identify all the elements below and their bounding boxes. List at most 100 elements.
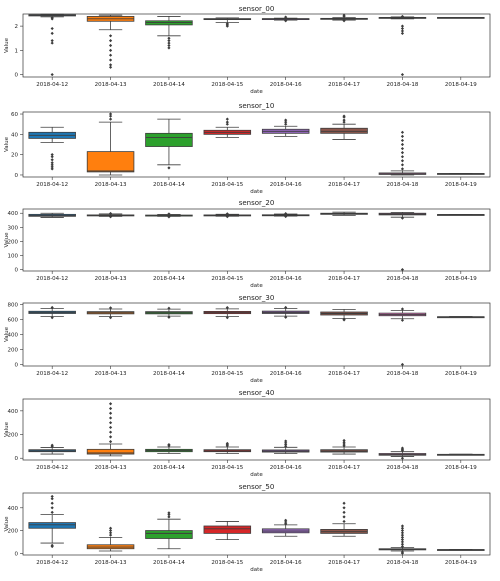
outlier-point (167, 46, 171, 50)
outlier-point (400, 24, 405, 28)
box-2018-04-12 (28, 126, 76, 171)
x-tick-label: 2018-04-13 (95, 276, 127, 282)
outlier-point (50, 506, 54, 510)
outlier-point (108, 65, 113, 69)
x-tick-label: 2018-04-19 (445, 276, 477, 282)
outlier-point (400, 130, 405, 134)
outlier-point (50, 17, 54, 21)
outlier-point (400, 362, 405, 367)
outlier-point (50, 41, 54, 45)
x-tick-label: 2018-04-19 (445, 560, 477, 566)
outlier-point (108, 533, 113, 537)
box-2018-04-14 (145, 118, 193, 170)
outlier-point (108, 526, 113, 530)
outlier-point (108, 306, 113, 310)
box-2018-04-18 (378, 14, 427, 77)
outlier-point (225, 117, 229, 121)
outlier-point (400, 146, 405, 151)
outlier-point (225, 24, 229, 28)
box-2018-04-13 (86, 402, 135, 457)
y-axis-label: Value (4, 232, 10, 248)
box-2018-04-13 (86, 14, 135, 69)
box-2018-04-16 (261, 305, 310, 319)
x-tick-label: 2018-04-14 (153, 182, 185, 188)
y-tick-label: 200 (8, 529, 19, 535)
outlier-point (108, 402, 113, 406)
x-tick-label: 2018-04-16 (270, 465, 302, 471)
outlier-point (342, 519, 346, 524)
y-tick-label: 200 (8, 348, 19, 354)
box-2018-04-19 (437, 16, 485, 19)
box-2018-04-18 (378, 524, 427, 555)
box-2018-04-12 (28, 305, 76, 320)
x-tick-label: 2018-04-19 (445, 371, 477, 377)
outlier-point (108, 48, 113, 52)
outlier-point (400, 267, 405, 272)
y-tick-label: 20 (11, 153, 18, 159)
outlier-point (108, 430, 113, 434)
y-axis-label: Value (4, 421, 10, 437)
y-tick-label: 400 (8, 333, 19, 339)
box-2018-04-14 (145, 511, 193, 550)
outlier-point (400, 307, 405, 311)
box-2018-04-19 (437, 453, 485, 456)
y-axis-label: Value (4, 516, 10, 532)
outlier-point (400, 216, 405, 220)
outlier-point (284, 520, 288, 524)
box-2018-04-12 (28, 494, 76, 549)
outlier-point (225, 316, 229, 320)
box-2018-04-17 (320, 501, 368, 537)
outlier-point (108, 440, 113, 444)
x-tick-label: 2018-04-16 (270, 82, 302, 88)
x-tick-label: 2018-04-12 (36, 560, 68, 566)
outlier-point (50, 158, 54, 162)
outlier-point (108, 63, 113, 67)
outlier-point (284, 305, 288, 310)
outlier-point (50, 167, 54, 171)
outlier-point (108, 211, 113, 216)
outlier-point (400, 167, 405, 171)
x-tick-label: 2018-04-17 (328, 276, 360, 282)
x-tick-label: 2018-04-13 (95, 371, 127, 377)
outlier-point (50, 155, 54, 159)
box-2018-04-15 (203, 17, 252, 28)
outlier-point (400, 159, 405, 163)
x-tick-label: 2018-04-17 (328, 182, 360, 188)
x-tick-label: 2018-04-13 (95, 182, 127, 188)
chart-panel-sensor_10: sensor_10 0 20 40 60 Value 2018-04-12 2018-04-1… (4, 102, 491, 195)
box-2018-04-19 (437, 213, 485, 216)
outlier-point (50, 26, 54, 31)
outlier-point (400, 31, 405, 35)
y-tick-label: 1 (15, 48, 19, 54)
box-2018-04-13 (86, 526, 135, 552)
chart-title: sensor_10 (239, 102, 275, 110)
outlier-point (108, 43, 113, 48)
outlier-point (400, 163, 405, 167)
outlier-point (108, 58, 113, 62)
y-tick-label: 40 (11, 132, 18, 138)
box-2018-04-15 (203, 441, 252, 454)
outlier-point (50, 305, 54, 310)
y-tick-label: 0 (15, 73, 19, 79)
box-2018-04-17 (320, 211, 368, 216)
outlier-point (50, 72, 54, 77)
box-iqr (145, 132, 193, 147)
outlier-point (342, 510, 346, 514)
box-2018-04-16 (261, 15, 310, 23)
outlier-point (50, 39, 54, 43)
box-2018-04-14 (145, 212, 193, 219)
outlier-point (400, 538, 405, 542)
chart-title: sensor_00 (239, 5, 275, 13)
chart-title: sensor_30 (239, 294, 275, 302)
x-tick-label: 2018-04-18 (386, 371, 418, 377)
x-tick-label: 2018-04-16 (270, 276, 302, 282)
x-tick-label: 2018-04-17 (328, 465, 360, 471)
box-2018-04-13 (86, 306, 135, 320)
plot-frame (22, 111, 491, 178)
outlier-point (400, 29, 405, 33)
box-2018-04-16 (261, 439, 310, 454)
box-2018-04-12 (28, 443, 76, 455)
plot-frame (22, 13, 491, 78)
x-tick-label: 2018-04-17 (328, 560, 360, 566)
